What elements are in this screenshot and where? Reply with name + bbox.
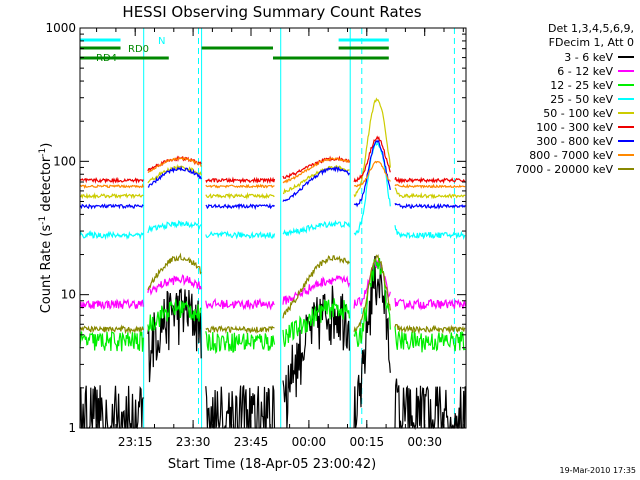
- series-line: [79, 97, 466, 200]
- series-line: [79, 252, 466, 335]
- legend-swatch: [618, 154, 634, 156]
- legend-swatch: [618, 84, 634, 86]
- legend-header-line: FDecim 1, Att 0: [548, 36, 634, 49]
- legend-entry: 800 - 7000 keV: [482, 148, 634, 162]
- series-line: [79, 139, 466, 241]
- legend: Det 1,3,4,5,6,9, FDecim 1, Att 0 3 - 6 k…: [482, 22, 634, 176]
- legend-swatch: [618, 126, 634, 128]
- x-tick-label: 23:15: [118, 435, 153, 449]
- legend-entry-label: 300 - 800 keV: [536, 134, 613, 148]
- x-axis-label: Start Time (18-Apr-05 23:00:42): [168, 457, 376, 472]
- y-tick-label: 10: [61, 288, 76, 302]
- x-tick-label: 00:00: [292, 435, 327, 449]
- legend-entry-label: 3 - 6 keV: [564, 50, 613, 64]
- legend-swatch: [618, 168, 634, 170]
- series-line: [79, 139, 466, 211]
- legend-entry: 7000 - 20000 keV: [482, 162, 634, 176]
- series-line: [79, 258, 466, 311]
- legend-entry-label: 6 - 12 keV: [557, 64, 613, 78]
- x-tick-label: 00:30: [407, 435, 442, 449]
- series-line: [79, 135, 466, 185]
- series-line: [79, 257, 466, 355]
- legend-entry: 12 - 25 keV: [482, 78, 634, 92]
- flag-label: RD4: [96, 53, 117, 64]
- plot-frame: [79, 27, 467, 429]
- legend-entry: 25 - 50 keV: [482, 92, 634, 106]
- legend-swatch: [618, 112, 634, 114]
- legend-entry-label: 50 - 100 keV: [543, 106, 613, 120]
- legend-entry: 50 - 100 keV: [482, 106, 634, 120]
- y-tick-label: 1: [68, 421, 76, 435]
- series-line: [79, 156, 466, 190]
- flag-label: N: [158, 36, 165, 47]
- legend-swatch: [618, 70, 634, 72]
- y-tick-label: 100: [53, 154, 76, 168]
- legend-swatch: [618, 98, 634, 100]
- legend-entry: 300 - 800 keV: [482, 134, 634, 148]
- legend-entry-label: 800 - 7000 keV: [529, 148, 613, 162]
- legend-swatch: [618, 56, 634, 58]
- legend-entry: 6 - 12 keV: [482, 64, 634, 78]
- legend-entry-label: 7000 - 20000 keV: [515, 162, 613, 176]
- legend-entry: 100 - 300 keV: [482, 120, 634, 134]
- legend-header-line: Det 1,3,4,5,6,9,: [547, 22, 634, 35]
- legend-entry-label: 12 - 25 keV: [550, 78, 613, 92]
- flag-label: RD0: [128, 44, 149, 55]
- timestamp: 19-Mar-2010 17:35: [559, 466, 637, 475]
- x-tick-label: 23:30: [176, 435, 211, 449]
- chart-title: HESSI Observing Summary Count Rates: [122, 3, 421, 21]
- y-axis-label: Count Rate (s-1 detector-1): [38, 143, 54, 314]
- legend-entry: 3 - 6 keV: [482, 50, 634, 64]
- legend-entry-label: 25 - 50 keV: [550, 92, 613, 106]
- x-tick-label: 00:15: [350, 435, 385, 449]
- x-tick-label: 23:45: [234, 435, 269, 449]
- y-tick-label: 1000: [45, 21, 76, 35]
- legend-entry-label: 100 - 300 keV: [536, 120, 613, 134]
- legend-swatch: [618, 140, 634, 142]
